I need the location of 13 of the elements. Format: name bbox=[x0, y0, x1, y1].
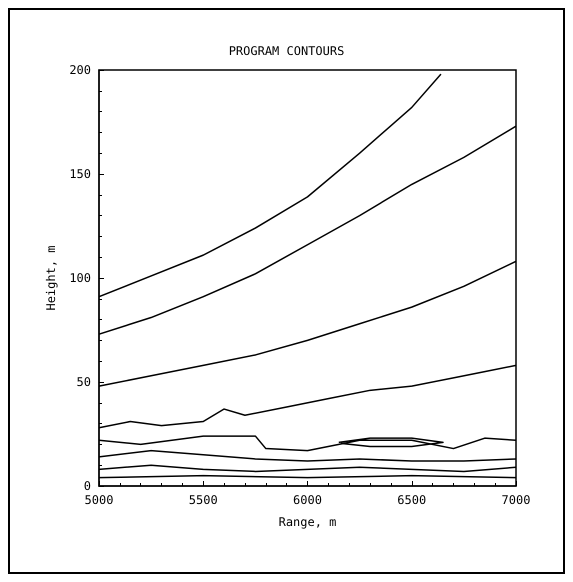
x-tick-label: 5500 bbox=[188, 493, 218, 507]
x-tick-label: 7000 bbox=[502, 493, 530, 507]
y-tick-label: 50 bbox=[76, 375, 91, 389]
chart-title: PROGRAM CONTOURS bbox=[228, 44, 344, 58]
y-tick-label: 200 bbox=[69, 63, 91, 77]
y-tick-label: 0 bbox=[84, 479, 91, 493]
y-axis-title: Height, m bbox=[44, 245, 58, 311]
x-tick-label: 6500 bbox=[397, 493, 426, 507]
x-tick-label: 5000 bbox=[84, 493, 114, 507]
y-tick-label: 150 bbox=[69, 167, 91, 181]
x-tick-label: 6000 bbox=[293, 493, 322, 507]
y-tick-label: 100 bbox=[69, 271, 91, 285]
x-axis-title: Range, m bbox=[278, 515, 336, 529]
